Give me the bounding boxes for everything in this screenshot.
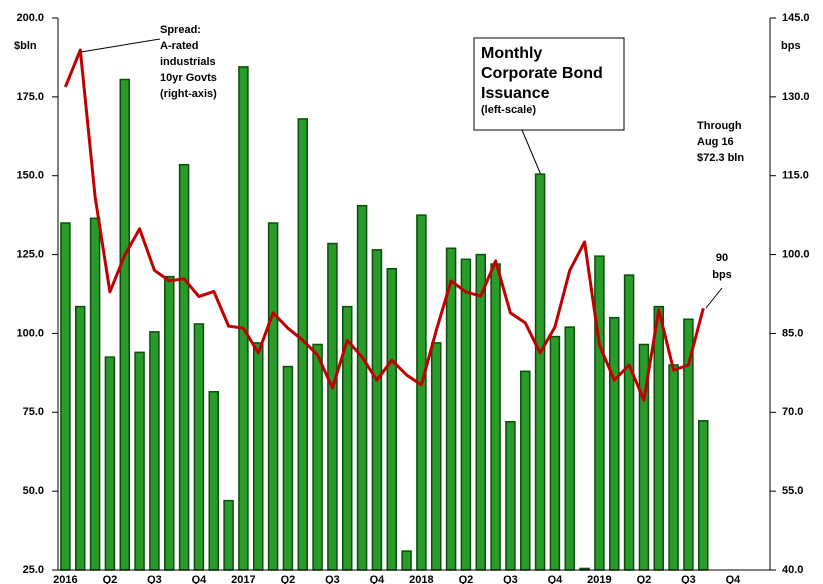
x-tick-label: Q2 — [103, 574, 118, 584]
bar — [549, 335, 561, 571]
bar — [623, 274, 635, 571]
bar — [119, 78, 130, 571]
y-tick-label: 125.0 — [16, 248, 44, 260]
annotation: 10yr Govts — [160, 72, 217, 84]
y-tick-label: 200.0 — [16, 12, 44, 24]
bar — [401, 550, 412, 571]
y2-tick-label: 85.0 — [782, 327, 803, 339]
bar — [520, 370, 531, 571]
bar — [371, 249, 383, 571]
bar — [416, 214, 427, 571]
annotation: Aug 16 — [697, 136, 734, 148]
annotation: Spread: — [160, 24, 201, 36]
x-tick-label: Q2 — [459, 574, 474, 584]
annotation: Issuance — [481, 85, 550, 102]
bar — [223, 499, 234, 571]
bar — [460, 258, 472, 571]
bar — [698, 420, 709, 571]
bar — [475, 253, 486, 571]
x-tick-label: 2016 — [53, 574, 77, 584]
bar — [164, 275, 175, 571]
y2-tick-label: 145.0 — [782, 12, 810, 24]
annotation: A-rated — [160, 40, 199, 52]
x-tick-label: 2018 — [409, 574, 433, 584]
bar — [75, 305, 86, 571]
x-tick-label: Q3 — [681, 574, 696, 584]
bar — [104, 356, 116, 571]
annotation-box — [473, 37, 625, 131]
y-axis-label: $bln — [14, 40, 37, 52]
annotation: industrials — [160, 56, 216, 68]
bar — [134, 351, 145, 571]
y2-axis-label: bps — [781, 40, 801, 52]
bar — [564, 326, 575, 571]
bar — [327, 242, 338, 571]
bar — [208, 391, 219, 571]
y-tick-label: 100.0 — [16, 327, 44, 339]
bar — [490, 263, 501, 571]
bar — [60, 222, 71, 571]
x-tick-label: Q2 — [281, 574, 296, 584]
y-tick-label: 50.0 — [23, 485, 44, 497]
annotation: (right-axis) — [160, 88, 217, 100]
annotation: Monthly — [481, 45, 542, 62]
x-tick-label: Q4 — [370, 574, 386, 584]
leader-line — [80, 38, 161, 53]
x-tick-label: Q3 — [503, 574, 518, 584]
x-tick-label: Q4 — [548, 574, 564, 584]
bar — [505, 420, 516, 571]
y2-tick-label: 55.0 — [782, 485, 803, 497]
bar — [386, 268, 397, 571]
leader-line — [705, 287, 723, 309]
annotation: Corporate Bond — [481, 65, 603, 82]
annotation-note: (left-scale) — [481, 104, 536, 116]
annotation: 90 — [716, 252, 728, 264]
spread-line — [64, 48, 705, 402]
y-tick-label: 25.0 — [23, 564, 44, 576]
bar — [594, 255, 605, 571]
bar — [89, 217, 101, 571]
y2-tick-label: 100.0 — [782, 248, 810, 260]
y2-tick-label: 130.0 — [782, 91, 810, 103]
bar — [267, 222, 279, 571]
x-tick-label: Q2 — [637, 574, 652, 584]
bar — [253, 342, 264, 571]
bar — [431, 342, 442, 571]
x-tick-label: 2017 — [231, 574, 255, 584]
bar — [312, 343, 323, 571]
bar — [534, 173, 546, 571]
bar — [653, 305, 664, 571]
bar — [238, 66, 249, 571]
annotation: Through — [697, 120, 742, 132]
annotation: bps — [712, 269, 732, 281]
bar — [178, 163, 190, 571]
bar — [149, 331, 160, 571]
bar — [282, 365, 294, 571]
y-tick-label: 150.0 — [16, 170, 44, 182]
bar — [193, 323, 205, 571]
x-tick-label: 2019 — [587, 574, 611, 584]
y-tick-label: 175.0 — [16, 91, 44, 103]
y2-tick-label: 40.0 — [782, 564, 803, 576]
y2-tick-label: 70.0 — [782, 406, 803, 418]
leader-line — [521, 129, 542, 176]
x-tick-label: Q4 — [726, 574, 742, 584]
x-tick-label: Q3 — [147, 574, 162, 584]
x-tick-label: Q4 — [192, 574, 208, 584]
annotation: $72.3 bln — [697, 152, 744, 164]
bar — [356, 204, 368, 571]
bar — [668, 364, 679, 571]
y-tick-label: 75.0 — [23, 406, 44, 418]
y2-tick-label: 115.0 — [782, 170, 809, 182]
x-tick-label: Q3 — [325, 574, 340, 584]
bar — [609, 316, 620, 571]
